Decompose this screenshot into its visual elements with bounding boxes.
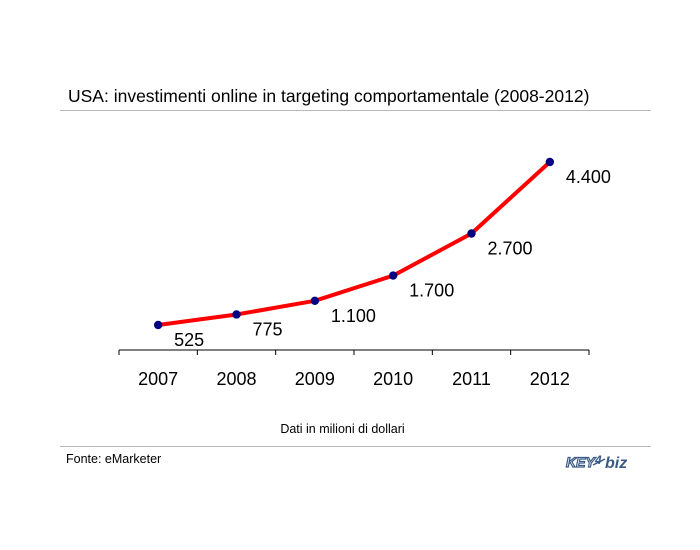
data-points [153,157,555,330]
x-axis [118,349,590,355]
data-point [232,310,241,319]
x-tick-label: 2008 [216,369,256,389]
x-tick-label: 2010 [373,369,413,389]
data-labels: 525 775 1.100 1.700 2.700 4.400 [174,167,611,350]
data-point [467,229,476,238]
data-label: 4.400 [566,167,611,187]
x-tick-labels: 2007 2008 2009 2010 2011 2012 [138,369,570,389]
title-divider [60,110,651,111]
key4biz-logo: KEY 4 biz [565,453,627,472]
data-point [153,320,163,330]
logo-key-text: KEY [566,454,596,470]
data-point [545,157,555,167]
data-label: 1.100 [331,306,376,326]
units-note: Dati in milioni di dollari [280,422,405,436]
logo-slash-icon [592,458,606,466]
data-label: 1.700 [409,281,454,301]
footer-divider [60,446,651,447]
source-text: Fonte: eMarketer [66,452,162,466]
data-label: 775 [253,319,283,339]
x-tick-label: 2011 [452,369,491,389]
data-point [310,296,320,306]
x-tick-label: 2007 [138,369,178,389]
data-label: 2.700 [488,239,533,259]
x-tick-label: 2012 [530,369,570,389]
logo-number-text: 4 [594,453,602,467]
chart-title: USA: investimenti online in targeting co… [68,86,590,106]
series-line-group [156,160,552,327]
series-line [156,160,552,327]
x-tick-label: 2009 [295,369,335,389]
data-label: 525 [174,330,204,350]
data-point [388,271,398,280]
logo-biz-text: biz [605,455,627,472]
